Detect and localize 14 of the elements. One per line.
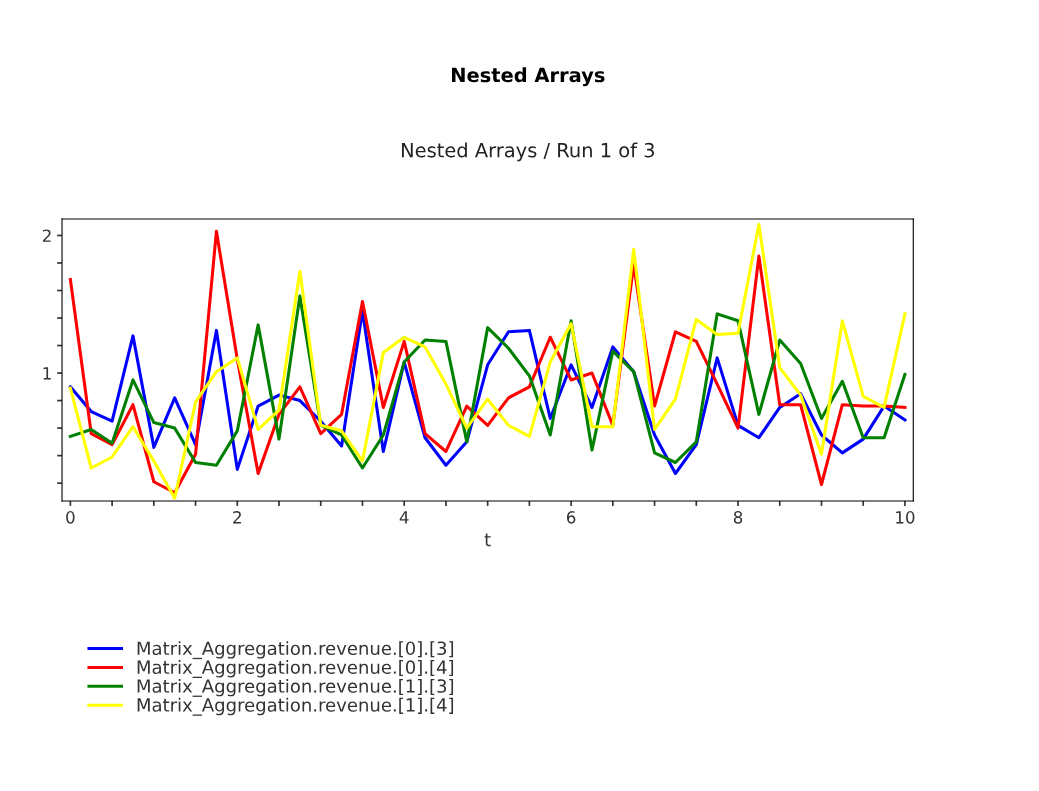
legend-label: Matrix_Aggregation.revenue.[1].[3]	[137, 678, 454, 697]
legend-label: Matrix_Aggregation.revenue.[1].[4]	[137, 697, 454, 716]
x-tick-label: 10	[896, 511, 915, 524]
legend-label: Matrix_Aggregation.revenue.[0].[4]	[137, 660, 454, 678]
chart-subtitle: Nested Arrays / Run 1 of 3	[401, 142, 654, 162]
y-tick-label: 1	[43, 367, 51, 380]
x-axis-title: t	[484, 533, 491, 547]
chart-title: Nested Arrays	[452, 67, 605, 87]
x-tick-label: 6	[566, 511, 576, 524]
x-tick-label: 0	[66, 511, 75, 524]
legend-label: Matrix_Aggregation.revenue.[0].[3]	[137, 641, 454, 660]
x-tick-label: 8	[733, 511, 743, 524]
x-tick-label: 4	[399, 511, 409, 524]
x-tick-label: 2	[233, 511, 241, 524]
